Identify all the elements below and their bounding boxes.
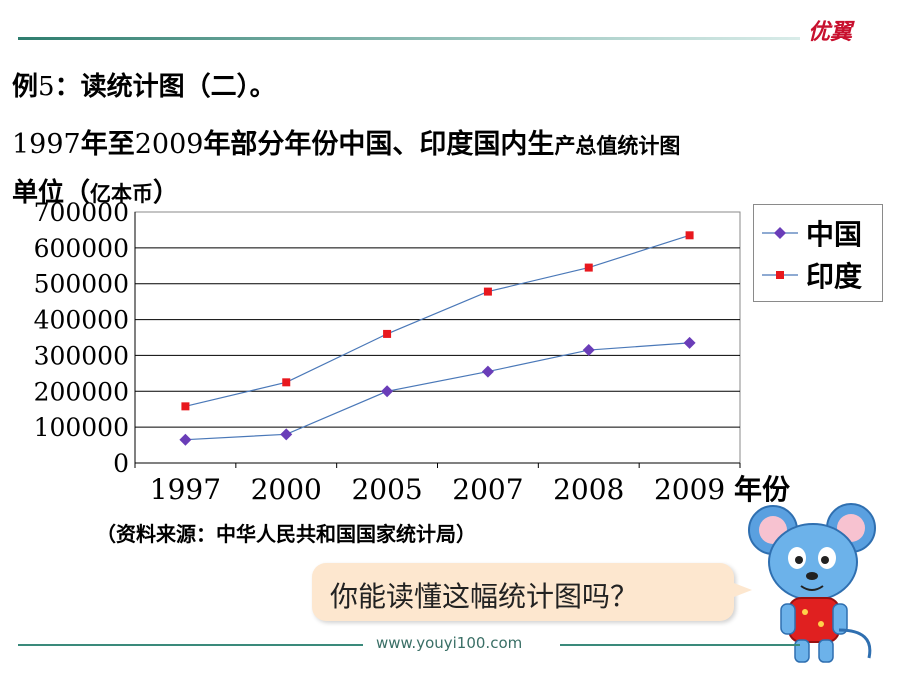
brand-logo: 优翼 — [808, 20, 853, 45]
data-point-india — [181, 402, 190, 411]
data-point-china — [280, 428, 293, 441]
y-tick-label: 400000 — [34, 306, 129, 335]
x-tick-label: 2005 — [351, 473, 422, 506]
legend-label-india: 印度 — [806, 260, 863, 293]
title-text-2: 年部分年份中国、印度国内生 — [203, 129, 555, 160]
unit-value: 亿本币 — [90, 182, 154, 206]
header-divider — [18, 37, 800, 40]
diamond-marker-icon — [762, 227, 798, 239]
footer-url: www.youyi100.com — [376, 634, 523, 652]
footer-divider-right — [560, 644, 800, 646]
data-point-india — [282, 378, 291, 387]
legend-label-china: 中国 — [806, 218, 863, 251]
data-point-china — [683, 336, 696, 349]
data-point-china — [481, 365, 494, 378]
y-tick-label: 0 — [113, 449, 129, 478]
y-tick-label: 600000 — [34, 234, 129, 263]
x-tick-label: 2008 — [553, 473, 624, 506]
data-point-china — [179, 433, 192, 446]
example-separator: ： — [54, 72, 81, 102]
example-number: 5 — [38, 72, 55, 102]
chart-title: 1997年至2009年部分年份中国、印度国内生产总值统计图 — [12, 122, 680, 161]
x-axis-label: 年份 — [734, 473, 790, 506]
x-tick-label: 2009 — [654, 473, 725, 506]
x-tick-label: 2000 — [251, 473, 322, 506]
legend-item-india: 印度 — [762, 255, 862, 295]
data-point-india — [584, 263, 593, 272]
speech-bubble — [312, 563, 734, 621]
data-point-india — [685, 231, 694, 240]
data-point-china — [381, 385, 394, 398]
y-tick-label: 500000 — [34, 270, 129, 299]
square-marker-icon — [762, 271, 798, 279]
x-tick-label: 2007 — [452, 473, 523, 506]
unit-label: 单位（ — [12, 178, 91, 208]
chart-legend: 中国 印度 — [753, 204, 883, 302]
x-tick-label: 1997 — [150, 473, 221, 506]
title-text-3: 产总值统计图 — [554, 134, 681, 158]
y-tick-label: 700000 — [34, 198, 129, 227]
example-heading: 例5：读统计图（二）。 — [12, 66, 276, 103]
series-line-china — [185, 342, 690, 441]
title-year-start: 1997 — [12, 129, 81, 160]
y-tick-label: 200000 — [34, 377, 129, 406]
data-point-india — [483, 287, 492, 296]
data-point-china — [582, 344, 595, 357]
example-text: 读统计图（二）。 — [80, 72, 276, 102]
example-label: 例 — [12, 72, 39, 102]
unit-close: ） — [153, 178, 180, 208]
plot-area-border — [134, 211, 741, 464]
question-text: 你能读懂这幅统计图吗？ — [330, 580, 639, 613]
series-line-india — [185, 234, 690, 407]
title-text-1: 年至 — [80, 129, 135, 160]
y-tick-label: 300000 — [34, 341, 129, 370]
title-year-end: 2009 — [134, 129, 204, 160]
data-point-india — [383, 329, 392, 338]
data-source: （资料来源：中华人民共和国国家统计局） — [96, 522, 476, 546]
y-tick-label: 100000 — [34, 413, 129, 442]
chart-unit: 单位（亿本币） — [12, 172, 179, 209]
speech-bubble-tail — [726, 580, 752, 600]
mascot-mouse-image — [748, 503, 876, 663]
footer-divider-left — [18, 644, 363, 646]
legend-item-china: 中国 — [762, 213, 862, 253]
